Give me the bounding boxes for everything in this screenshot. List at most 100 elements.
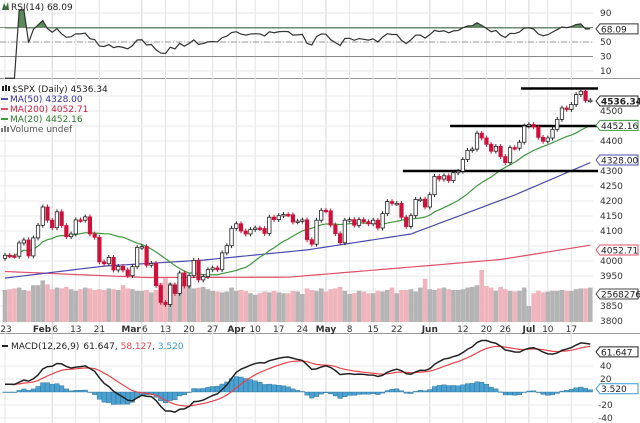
volume-bar bbox=[389, 287, 395, 322]
macd-histogram-bar bbox=[483, 383, 489, 393]
x-tick-label: Jul bbox=[521, 325, 535, 335]
volume-bar bbox=[375, 290, 381, 322]
candlestick bbox=[295, 218, 300, 225]
macd-histogram-bar bbox=[361, 391, 367, 395]
candlestick bbox=[210, 265, 215, 273]
volume-bar bbox=[323, 291, 329, 322]
volume-value-box-text: 2568276 bbox=[601, 291, 640, 301]
candlestick bbox=[503, 154, 508, 165]
macd-histogram-bar bbox=[507, 391, 513, 396]
macd-histogram-bar bbox=[111, 391, 117, 405]
volume-bar bbox=[493, 290, 499, 322]
volume-bar bbox=[366, 293, 371, 322]
macd-histogram-bar bbox=[63, 388, 69, 393]
macd-histogram-bar bbox=[573, 387, 579, 393]
macd-tick-label: 40 bbox=[600, 362, 612, 372]
candle-body bbox=[135, 247, 140, 268]
candle-body bbox=[7, 254, 12, 258]
candle-body bbox=[102, 261, 107, 265]
candle-body bbox=[68, 233, 74, 238]
candle-body bbox=[92, 233, 97, 238]
x-tick-label: 13 bbox=[70, 325, 81, 335]
candle-body bbox=[253, 227, 258, 230]
volume-bar bbox=[526, 306, 532, 322]
x-tick-label: 27 bbox=[207, 325, 218, 335]
ma200-line bbox=[4, 244, 591, 279]
macd-line bbox=[4, 339, 591, 413]
volume-bar bbox=[271, 290, 277, 322]
candle-body bbox=[295, 220, 300, 224]
volume-bar bbox=[569, 290, 574, 322]
x-tick-label: 8 bbox=[347, 325, 353, 335]
macd-histogram-bar bbox=[35, 386, 41, 393]
candlestick bbox=[559, 105, 565, 122]
volume-bar bbox=[403, 290, 409, 322]
macd-histogram-bar bbox=[531, 390, 537, 393]
candlestick bbox=[380, 211, 385, 231]
candlestick bbox=[385, 199, 390, 216]
macd-histogram-bar bbox=[2, 391, 8, 393]
candle-body bbox=[177, 272, 182, 294]
ma50-legend-value: 4328.00 bbox=[45, 95, 82, 105]
candlestick bbox=[422, 196, 428, 210]
macd-legend-name: MACD(12,26,9) bbox=[11, 342, 79, 352]
candle-body bbox=[186, 275, 192, 287]
macd-histogram-bar bbox=[87, 391, 93, 393]
candle-body bbox=[97, 236, 102, 263]
candlestick bbox=[144, 244, 149, 268]
candle-body bbox=[484, 137, 489, 145]
candle-body bbox=[531, 124, 536, 128]
candle-body bbox=[522, 125, 527, 143]
volume-bar bbox=[267, 292, 272, 322]
candlestick bbox=[68, 231, 74, 240]
volume-bar bbox=[380, 291, 385, 322]
volume-bar bbox=[460, 289, 466, 322]
macd-histogram-bar bbox=[455, 385, 461, 393]
candle-body bbox=[309, 239, 314, 245]
candlestick bbox=[583, 88, 588, 103]
ma20-value-box: 4452.16 bbox=[595, 119, 639, 132]
macd-histogram-bar bbox=[427, 389, 433, 393]
macd-histogram-bar bbox=[398, 390, 404, 393]
volume-bar bbox=[370, 293, 376, 322]
candle-body bbox=[389, 201, 395, 204]
macd-histogram-bar bbox=[460, 384, 466, 393]
candle-body bbox=[87, 216, 93, 235]
candlestick bbox=[276, 213, 281, 222]
candle-body bbox=[366, 221, 371, 225]
macd-histogram-bar bbox=[49, 384, 55, 393]
candlestick bbox=[35, 222, 41, 241]
macd-histogram-bar bbox=[172, 391, 178, 401]
candlestick bbox=[31, 235, 36, 259]
macd-signal-line bbox=[4, 345, 591, 407]
candlestick bbox=[238, 221, 244, 234]
candle-body bbox=[356, 219, 362, 226]
candlestick bbox=[574, 92, 579, 107]
candlestick bbox=[73, 217, 78, 237]
macd-histogram-bar bbox=[337, 391, 343, 399]
candle-body bbox=[456, 170, 461, 174]
candlestick bbox=[286, 212, 291, 218]
volume-bar bbox=[521, 287, 527, 322]
volume-bar bbox=[177, 282, 182, 322]
macd-histogram-bar bbox=[54, 383, 60, 393]
macd-histogram-bar bbox=[328, 391, 334, 395]
macd-tick-label: -40 bbox=[598, 414, 613, 423]
macd-histogram-bar bbox=[365, 391, 371, 395]
volume-bar bbox=[300, 294, 305, 322]
candlestick bbox=[78, 217, 83, 223]
rsi-panel bbox=[0, 8, 593, 79]
rsi-value-box-outline bbox=[595, 23, 639, 35]
volume-bar bbox=[257, 293, 263, 322]
candlestick bbox=[314, 217, 319, 247]
candlestick bbox=[281, 212, 286, 219]
candlestick bbox=[158, 283, 163, 305]
candle-body bbox=[474, 132, 480, 150]
candlestick bbox=[2, 252, 8, 261]
volume-bar bbox=[7, 289, 13, 322]
x-tick-label: 10 bbox=[542, 325, 554, 335]
volume-bar bbox=[399, 290, 404, 322]
candle-body bbox=[404, 216, 409, 227]
macd-histogram-bar bbox=[262, 384, 268, 393]
volume-bar bbox=[196, 287, 201, 322]
